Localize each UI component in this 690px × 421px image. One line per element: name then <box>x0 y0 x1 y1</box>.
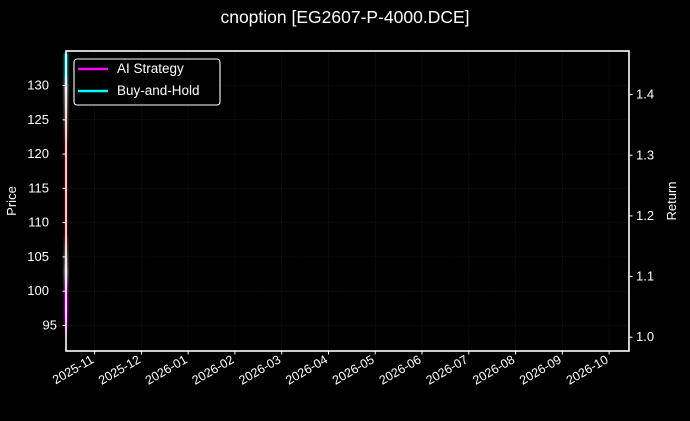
svg-text:115: 115 <box>28 180 49 195</box>
svg-text:100: 100 <box>27 283 49 298</box>
svg-text:1.4: 1.4 <box>636 87 654 102</box>
svg-text:1.0: 1.0 <box>636 329 654 344</box>
svg-text:1.3: 1.3 <box>636 147 654 162</box>
svg-text:cnoption [EG2607-P-4000.DCE]: cnoption [EG2607-P-4000.DCE] <box>220 7 469 27</box>
svg-text:Buy-and-Hold: Buy-and-Hold <box>117 83 200 98</box>
svg-text:1.1: 1.1 <box>636 269 654 284</box>
svg-text:Price: Price <box>4 186 19 216</box>
svg-text:AI Strategy: AI Strategy <box>117 61 184 76</box>
svg-text:1.2: 1.2 <box>636 208 654 223</box>
svg-text:95: 95 <box>43 318 57 333</box>
svg-text:120: 120 <box>27 146 49 161</box>
svg-text:105: 105 <box>27 249 49 264</box>
svg-text:Return: Return <box>664 181 679 220</box>
svg-text:110: 110 <box>28 215 49 230</box>
svg-text:130: 130 <box>27 78 49 93</box>
svg-text:125: 125 <box>27 112 49 127</box>
